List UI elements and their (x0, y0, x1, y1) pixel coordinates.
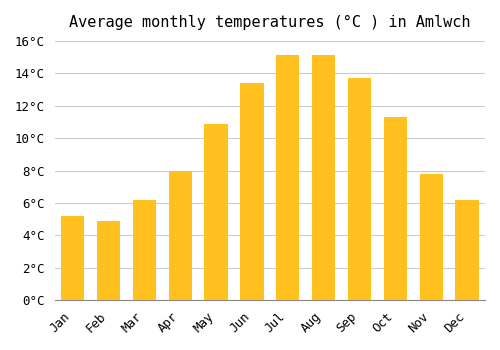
Bar (204, 124, 228, 300)
Bar (168, 170, 192, 300)
Bar (132, 200, 156, 300)
Bar (420, 174, 443, 300)
Title: Average monthly temperatures (°C ) in Amlwch: Average monthly temperatures (°C ) in Am… (69, 15, 470, 30)
Bar (240, 83, 264, 300)
Bar (276, 56, 299, 300)
Bar (348, 78, 371, 300)
Bar (61, 216, 84, 300)
Bar (312, 56, 336, 300)
Bar (97, 221, 120, 300)
Bar (456, 200, 478, 300)
Bar (384, 117, 407, 300)
